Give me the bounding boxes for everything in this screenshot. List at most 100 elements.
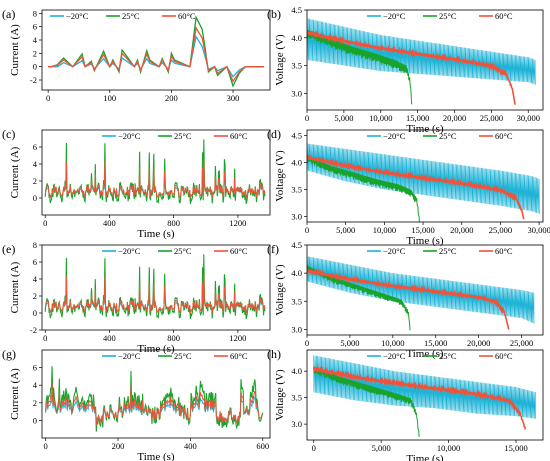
y-tick-label: 3.0	[291, 212, 302, 222]
legend: −20°C 25°C 60°C	[367, 351, 513, 361]
x-tick-label: 10,000	[381, 338, 404, 348]
y-tick-label: 0	[33, 415, 37, 425]
series-line-plus25	[44, 139, 266, 205]
y-tick-label: 6	[33, 257, 37, 267]
y-tick-label: 6	[33, 142, 37, 152]
y-axis-title: Voltage (V)	[274, 264, 286, 316]
x-tick-label: 400	[184, 441, 197, 451]
x-tick-label: 0	[312, 443, 316, 453]
x-tick-label: 300	[227, 93, 240, 103]
x-tick-label: 15,000	[424, 338, 447, 348]
legend-label-minus20: −20°C	[118, 131, 141, 141]
y-tick-label: 3.0	[291, 419, 302, 429]
series-line-plus25	[48, 15, 264, 88]
x-tick-label: 5,000	[340, 338, 359, 348]
legend-label-minus20: −20°C	[66, 11, 89, 21]
panel-label: (g)	[2, 347, 16, 361]
y-tick-label: 3.5	[291, 185, 302, 195]
plot-area	[312, 355, 536, 438]
x-tick-label: 30,000	[527, 225, 550, 235]
y-tick-label: 4.0	[291, 268, 302, 278]
x-tick-label: 0	[305, 225, 309, 235]
y-tick-label: 3.5	[291, 61, 302, 71]
y-tick-label: 2	[33, 176, 37, 186]
legend-label-plus60: 60°C	[495, 351, 513, 361]
y-tick-label: 4	[33, 274, 38, 284]
panel-label: (c)	[2, 127, 15, 141]
legend-label-plus25: 25°C	[439, 246, 457, 256]
plot-area	[307, 256, 535, 331]
x-tick-label: 200	[165, 93, 178, 103]
x-tick-label: 20,000	[450, 225, 473, 235]
series-line-plus60	[48, 26, 264, 83]
y-axis-title: Current (A)	[9, 146, 21, 198]
series-line-plus60	[44, 274, 266, 314]
y-tick-label: 4.5	[291, 130, 302, 140]
x-tick-label: 1200	[229, 218, 246, 228]
legend-label-plus25: 25°C	[439, 351, 457, 361]
chart-panel-6: 0 200 400 600 0 2 4 6 Time (s) Current (A) (g) −20°…	[2, 347, 271, 461]
panel-label: (d)	[267, 127, 281, 141]
y-axis-title: Voltage (V)	[274, 34, 286, 86]
y-tick-label: 3.0	[291, 324, 302, 334]
legend: −20°C 25°C 60°C	[50, 11, 196, 21]
series-line-minus20	[307, 18, 536, 85]
x-axis-title: Time (s)	[406, 348, 444, 360]
x-tick-label: 15,000	[411, 225, 434, 235]
plot-area	[45, 366, 264, 432]
legend: −20°C 25°C 60°C	[367, 131, 513, 141]
legend-label-plus60: 60°C	[495, 11, 513, 21]
x-tick-label: 10,000	[373, 225, 396, 235]
x-tick-label: 600	[256, 441, 269, 451]
y-tick-label: 4.0	[291, 33, 302, 43]
series-line-plus25	[45, 366, 264, 432]
y-tick-label: 2	[33, 291, 37, 301]
x-tick-label: 15,000	[504, 443, 527, 453]
chart-panel-2: 0 400 800 1200 0 2 4 6 Time (s) Current (A) (c) −20…	[2, 127, 271, 240]
x-axis-title: Time (s)	[406, 453, 444, 461]
x-tick-label: 800	[167, 218, 180, 228]
y-tick-label: 8	[33, 8, 37, 18]
legend-label-plus60: 60°C	[495, 131, 513, 141]
x-tick-label: 25,000	[510, 338, 533, 348]
x-axis-title: Time (s)	[137, 343, 175, 355]
legend-label-plus25: 25°C	[122, 11, 140, 21]
x-tick-label: 5,000	[372, 443, 391, 453]
x-tick-label: 20,000	[467, 338, 490, 348]
x-tick-label: 15,000	[406, 113, 429, 123]
legend-label-plus60: 60°C	[230, 246, 248, 256]
legend-label-minus20: −20°C	[383, 351, 406, 361]
y-tick-label: 4	[33, 380, 38, 390]
plot-area	[307, 18, 536, 105]
y-axis-title: Current (A)	[9, 24, 21, 76]
x-tick-label: 0	[305, 338, 309, 348]
y-tick-label: 4.5	[291, 5, 302, 15]
y-tick-label: 4.0	[291, 157, 302, 167]
y-tick-label: 0	[33, 193, 37, 203]
legend-label-minus20: −20°C	[383, 11, 406, 21]
plot-frame	[306, 9, 544, 111]
chart-panel-4: 0 400 800 1200 -2 0 2 4 6 8 Time (s) Current (A) (e)…	[2, 240, 271, 355]
plot-area	[307, 143, 540, 222]
y-tick-label: 6	[33, 363, 37, 373]
legend-label-plus60: 60°C	[178, 11, 196, 21]
x-axis-title: Time (s)	[137, 451, 175, 461]
x-tick-label: 10,000	[369, 113, 392, 123]
y-tick-label: 3.0	[291, 88, 302, 98]
x-tick-label: 100	[103, 93, 116, 103]
plot-frame	[41, 244, 271, 331]
legend-label-plus25: 25°C	[174, 351, 192, 361]
series-line-plus60	[307, 29, 516, 105]
y-tick-label: 3.5	[291, 296, 302, 306]
plot-frame	[306, 129, 544, 223]
plot-frame	[306, 349, 544, 441]
y-axis-title: Current (A)	[9, 368, 21, 420]
series-line-plus25	[44, 254, 266, 320]
y-tick-label: -2	[30, 75, 37, 85]
chart-panel-5: 0 5,000 10,000 15,000 20,000 25,000 3.0 3.5 4.0 4…	[267, 240, 544, 360]
x-tick-label: 20,000	[443, 113, 466, 123]
y-axis-title: Voltage (V)	[274, 150, 286, 202]
x-tick-label: 25,000	[489, 225, 512, 235]
x-tick-label: 400	[103, 218, 116, 228]
x-tick-label: 1200	[229, 333, 246, 343]
